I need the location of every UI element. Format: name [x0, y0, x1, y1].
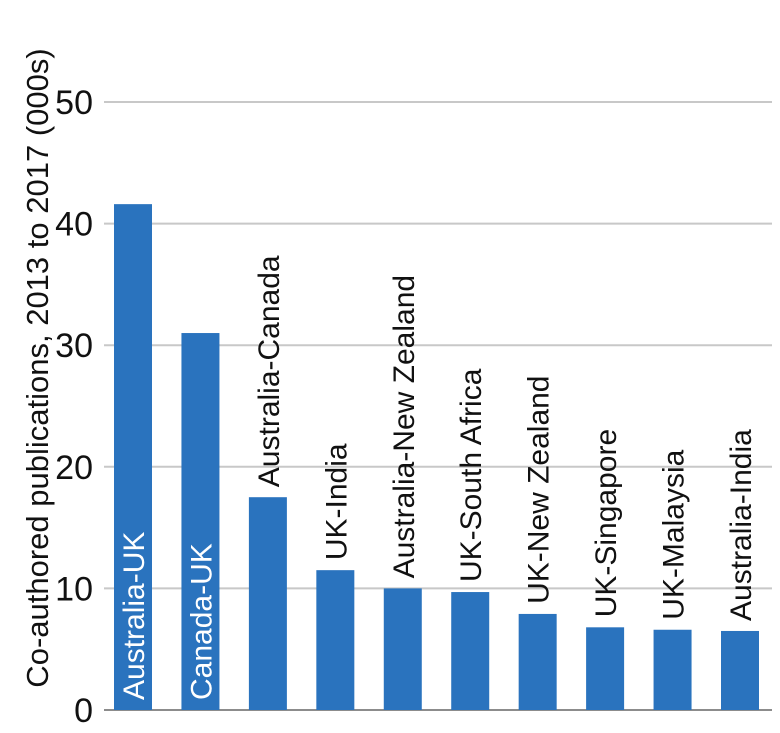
bar-category-label: Australia-New Zealand — [388, 275, 421, 578]
bar-category-label: UK-New Zealand — [523, 375, 556, 603]
bar — [451, 592, 490, 710]
y-tick-label: 0 — [74, 692, 93, 730]
bar-category-label: Australia-Canada — [253, 255, 286, 487]
bar — [114, 204, 152, 711]
y-tick-label: 40 — [55, 206, 93, 244]
bar — [586, 627, 625, 710]
y-tick-label: 20 — [55, 449, 93, 487]
bar — [721, 630, 759, 710]
bar — [316, 570, 355, 710]
bars — [114, 204, 759, 711]
bar-category-label: UK-India — [320, 443, 353, 560]
bar — [248, 497, 287, 710]
bar-category-label: Australia-UK — [118, 532, 151, 700]
bar-category-label: Australia-India — [725, 429, 758, 621]
bar-category-label: UK-Malaysia — [658, 449, 691, 619]
bar — [653, 629, 692, 710]
bar-category-label: Canada-UK — [185, 543, 218, 700]
y-tick-label: 10 — [55, 570, 93, 608]
bar — [518, 613, 557, 710]
bar-category-label: UK-South Africa — [455, 368, 488, 582]
bar-category-labels: Australia-UK Canada-UK Australia-Canada UK-… — [118, 255, 758, 700]
y-axis-tick-labels: 0 10 20 30 40 50 — [55, 84, 93, 730]
bar-category-label: UK-Singapore — [590, 429, 623, 617]
y-tick-label: 30 — [55, 327, 93, 365]
bar — [181, 333, 220, 710]
y-axis-title: Co-authored publications, 2013 to 2017 (… — [20, 48, 55, 687]
bar — [383, 588, 422, 710]
y-tick-label: 50 — [55, 84, 93, 122]
